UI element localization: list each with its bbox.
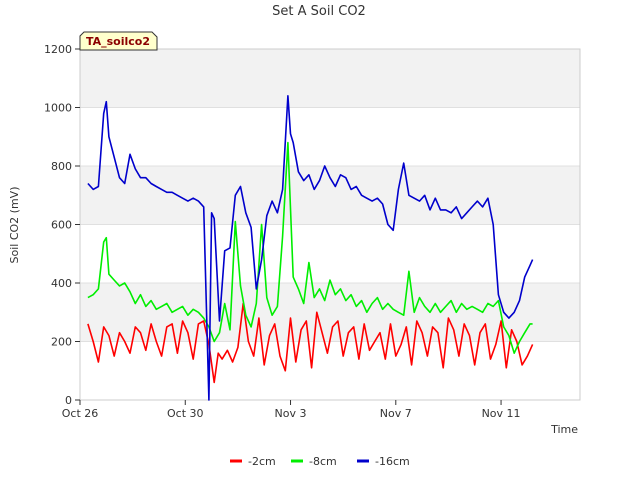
series-line-2cm	[87, 302, 534, 384]
plot-band	[80, 341, 580, 400]
plot-bands	[80, 49, 580, 400]
legend-label: -16cm	[375, 455, 410, 468]
y-tick-label: 1000	[44, 102, 72, 115]
legend: -2cm -8cm -16cm	[230, 455, 410, 468]
chart-title: Set A Soil CO2	[272, 4, 366, 19]
series-line-8cm	[87, 141, 533, 355]
y-axis-ticks: 0 200 400 600 800 1000 1200	[44, 43, 80, 407]
x-tick-label: Nov 11	[482, 407, 521, 420]
x-axis-ticks: Oct 26 Oct 30 Nov 3 Nov 7 Nov 11	[62, 400, 521, 420]
badge-label: TA_soilco2	[86, 35, 150, 48]
x-tick-label: Oct 26	[62, 407, 99, 420]
plot-band	[80, 283, 580, 342]
badge: TA_soilco2	[79, 31, 158, 51]
plot-band	[80, 224, 580, 283]
y-tick-label: 600	[51, 219, 72, 232]
legend-label: -8cm	[309, 455, 337, 468]
plot-band	[80, 166, 580, 225]
y-tick-label: 200	[51, 336, 72, 349]
y-axis-title: Soil CO2 (mV)	[8, 187, 21, 264]
plot-band	[80, 107, 580, 166]
legend-label: -2cm	[248, 455, 276, 468]
y-tick-label: 400	[51, 277, 72, 290]
x-tick-label: Oct 30	[167, 407, 204, 420]
x-tick-label: Nov 3	[275, 407, 307, 420]
x-axis-title: Time	[550, 423, 578, 436]
series-line-16cm	[87, 95, 534, 401]
series-lines	[87, 95, 534, 401]
x-tick-label: Nov 7	[380, 407, 412, 420]
plot-band	[80, 49, 580, 108]
y-tick-label: 1200	[44, 43, 72, 56]
y-tick-label: 800	[51, 160, 72, 173]
y-tick-label: 0	[65, 394, 72, 407]
badge-shape	[79, 31, 158, 51]
